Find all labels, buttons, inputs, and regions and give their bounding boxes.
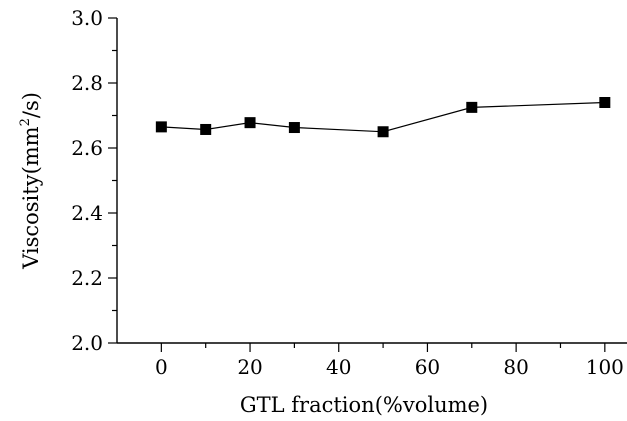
x-tick-label: 20 xyxy=(237,355,262,379)
series-group xyxy=(155,97,611,138)
y-tick-label: 2.4 xyxy=(71,201,103,225)
y-axis-title-suffix: /s) xyxy=(19,92,43,118)
data-point xyxy=(599,97,611,108)
x-tick-label: 100 xyxy=(586,355,624,379)
y-tick-label: 2.2 xyxy=(71,266,103,290)
axes-group xyxy=(116,18,627,344)
data-point xyxy=(377,126,389,138)
data-point xyxy=(155,121,167,133)
x-tick-label: 80 xyxy=(503,355,528,379)
y-axis-title: Viscosity(mm2/s) xyxy=(18,92,43,270)
y-tick-label: 2.6 xyxy=(71,136,103,160)
y-tick-label: 3.0 xyxy=(71,6,103,30)
data-point xyxy=(200,123,212,135)
ticks-group: 2.0 2.2 2.4 2.6 2.8 3.0 0 20 40 60 80 100 xyxy=(71,6,624,379)
x-tick-label: 40 xyxy=(326,355,351,379)
x-tick-label: 0 xyxy=(155,355,168,379)
data-point xyxy=(466,101,478,113)
y-axis-title-prefix: Viscosity(mm xyxy=(19,126,43,270)
y-tick-label: 2.0 xyxy=(71,331,103,355)
y-tick-label: 2.8 xyxy=(71,71,103,95)
data-point xyxy=(288,122,300,134)
x-tick-label: 60 xyxy=(415,355,440,379)
data-point xyxy=(244,117,256,129)
x-axis-title: GTL fraction(%volume) xyxy=(240,393,488,417)
y-axis-title-superscript: 2 xyxy=(18,118,33,126)
